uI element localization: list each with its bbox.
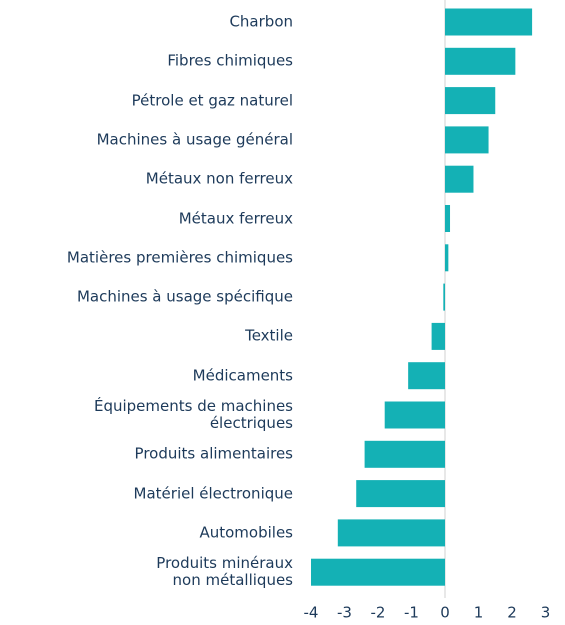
bar [445, 8, 533, 36]
x-tick-label: 3 [541, 604, 551, 622]
bar [445, 244, 449, 272]
bar [445, 126, 489, 154]
y-tick-label: Métaux ferreux [178, 209, 293, 227]
y-tick-label: Charbon [229, 12, 293, 31]
bar [356, 480, 445, 508]
y-tick-label: Équipements de machines électriques [93, 397, 293, 432]
bar [445, 87, 496, 115]
x-tick-label: 0 [440, 604, 450, 622]
y-tick-label: Médicaments [192, 366, 293, 385]
y-tick-label: Pétrole et gaz naturel [131, 91, 293, 110]
y-tick-label: Produits minéraux non métalliques [156, 554, 293, 590]
bar [431, 322, 445, 350]
bar [443, 283, 445, 311]
y-tick-label: Matériel électronique [133, 484, 293, 503]
x-tick-label: -3 [337, 604, 352, 622]
y-tick-label: Automobiles [199, 523, 293, 542]
x-tick-label: -1 [404, 604, 419, 622]
y-tick-label: Machines à usage spécifique [76, 287, 293, 306]
y-tick-label: Métaux non ferreux [145, 169, 293, 188]
y-tick-label: Machines à usage général [96, 130, 293, 149]
y-tick-label: Fibres chimiques [167, 51, 293, 70]
x-tick-label: 1 [474, 604, 484, 622]
bar [445, 205, 451, 232]
bar [445, 47, 516, 75]
y-tick-label: Matières premières chimiques [66, 248, 293, 267]
bar [311, 558, 445, 586]
y-tick-label: Textile [245, 326, 293, 345]
bar [364, 440, 445, 468]
y-tick-label: Produits alimentaires [134, 444, 293, 463]
bar [445, 165, 474, 193]
bar [408, 362, 445, 390]
bar [384, 401, 445, 429]
x-tick-label: -4 [304, 604, 319, 622]
x-tick-label: 2 [507, 604, 517, 622]
x-tick-label: -2 [371, 604, 386, 622]
bar [337, 519, 445, 547]
